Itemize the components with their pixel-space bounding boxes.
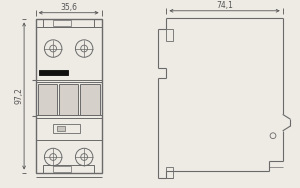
Bar [36,20,102,173]
Text: 35,6: 35,6 [60,3,77,12]
Text: 74,1: 74,1 [216,1,233,10]
Bar [44,20,94,27]
Bar [59,84,78,115]
Bar [167,167,173,178]
Bar [44,165,94,173]
Bar [53,124,80,133]
Bar [38,84,57,115]
Bar [167,29,173,41]
Bar [53,166,70,171]
Bar [80,84,100,115]
Bar [53,20,70,26]
Bar [39,70,68,75]
Bar [57,126,65,131]
Text: 97,2: 97,2 [14,88,23,104]
